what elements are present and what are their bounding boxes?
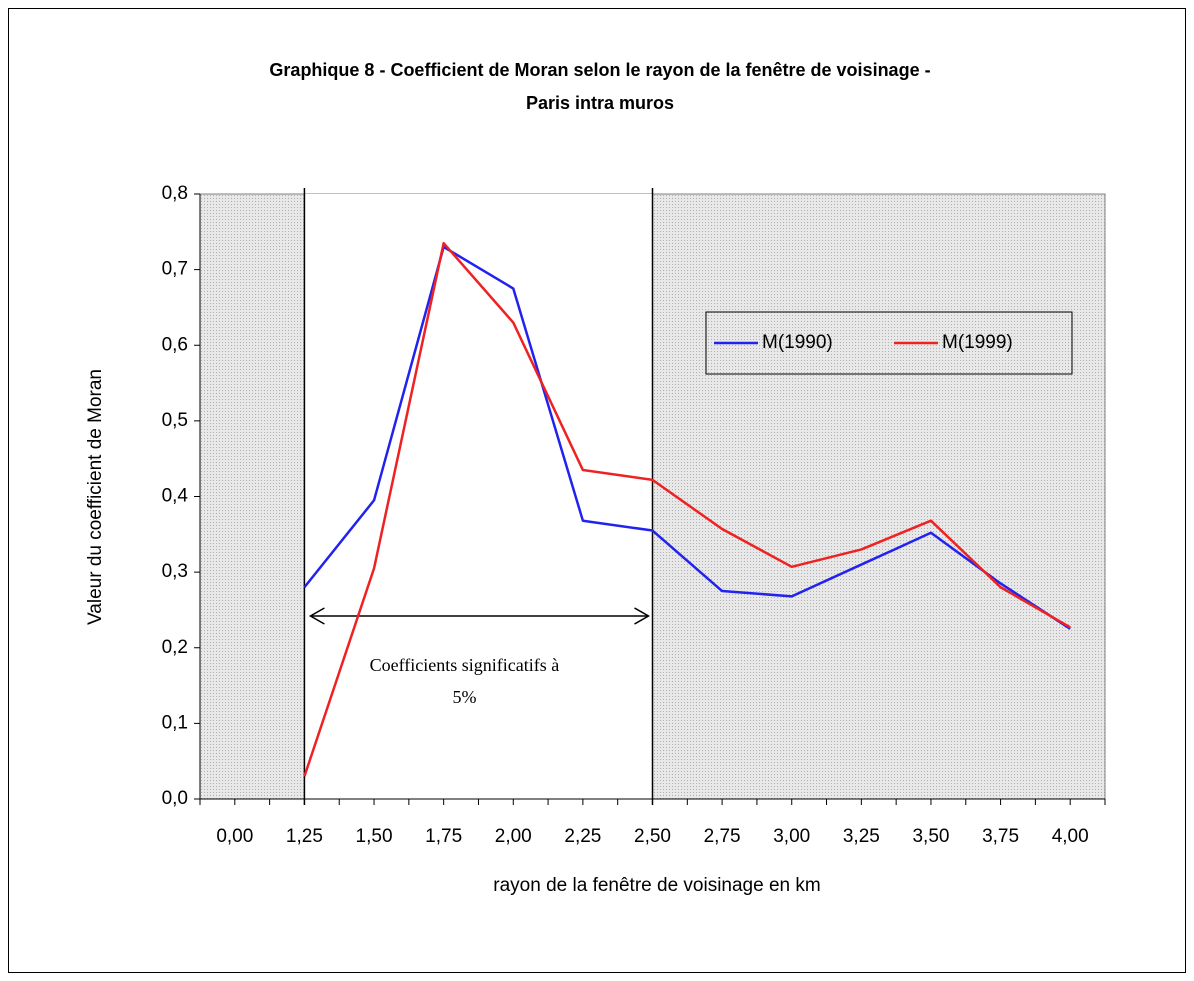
- x-tick-label: 3,25: [843, 826, 880, 847]
- x-tick-label: 0,00: [216, 826, 253, 847]
- y-axis-label: Valeur du coefficient de Moran: [85, 369, 106, 625]
- legend-box: [705, 311, 1073, 375]
- legend-label: M(1999): [942, 332, 1013, 353]
- y-tick-label: 0,8: [162, 183, 188, 204]
- significant-zone: [304, 194, 653, 799]
- data-line: [303, 245, 1071, 630]
- x-tick-label: 3,00: [773, 826, 810, 847]
- y-tick-label: 0,1: [162, 712, 188, 733]
- y-tick-label: 0,5: [162, 410, 188, 431]
- x-tick-label: 3,50: [912, 826, 949, 847]
- y-tick-label: 0,7: [162, 259, 188, 280]
- x-tick-label: 4,00: [1052, 826, 1089, 847]
- x-tick-label: 1,25: [286, 826, 323, 847]
- x-tick-label: 2,75: [704, 826, 741, 847]
- chart-title: Graphique 8 - Coefficient de Moran selon…: [269, 60, 930, 80]
- chart-title: Paris intra muros: [526, 93, 674, 113]
- x-axis-label: rayon de la fenêtre de voisinage en km: [493, 875, 820, 896]
- x-tick-label: 2,25: [564, 826, 601, 847]
- x-tick-label: 3,75: [982, 826, 1019, 847]
- x-tick-label: 1,50: [356, 826, 393, 847]
- y-tick-label: 0,2: [162, 637, 188, 658]
- x-tick-label: 1,75: [425, 826, 462, 847]
- legend-label: M(1990): [762, 332, 833, 353]
- arrow-head: [308, 607, 325, 625]
- annotation: Coefficients significatifs à: [370, 655, 560, 675]
- y-tick-label: 0,6: [162, 334, 188, 355]
- annotation: 5%: [452, 687, 476, 707]
- y-tick-label: 0,0: [162, 788, 188, 809]
- y-tick-label: 0,3: [162, 561, 188, 582]
- arrow-head: [634, 607, 651, 625]
- x-tick-label: 2,50: [634, 826, 671, 847]
- data-line: [303, 241, 1071, 777]
- x-tick-label: 2,00: [495, 826, 532, 847]
- y-tick-label: 0,4: [162, 486, 189, 507]
